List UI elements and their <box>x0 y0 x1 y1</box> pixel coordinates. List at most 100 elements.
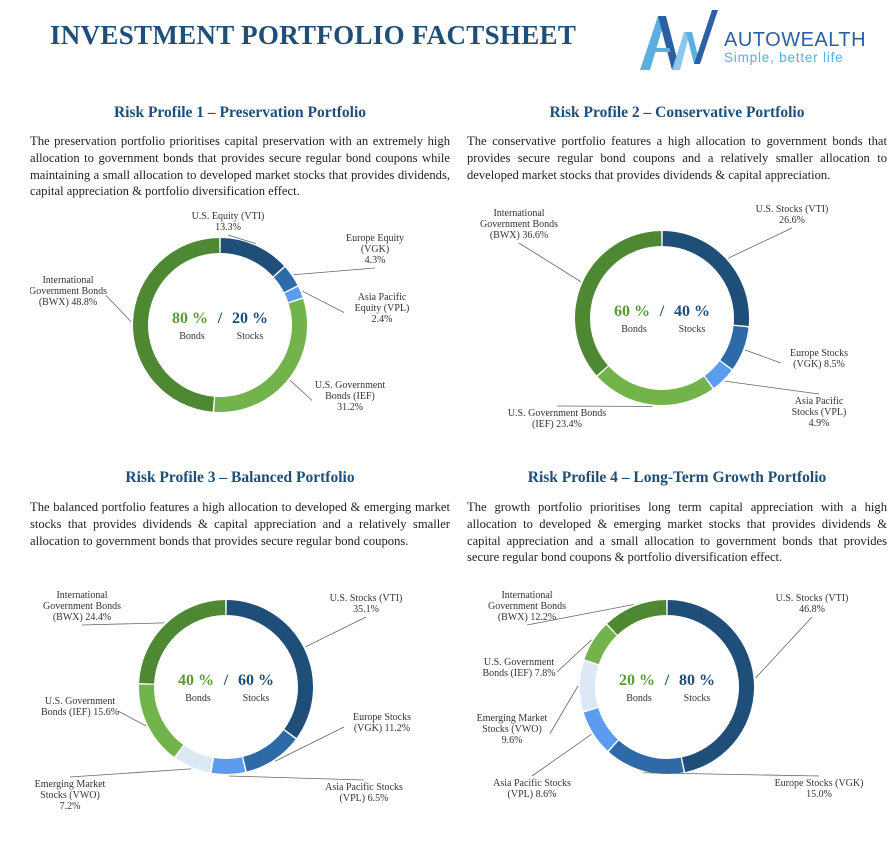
leader-line <box>518 242 581 282</box>
center-separator: / <box>664 672 670 689</box>
allocation-donut-chart: U.S. Stocks (VTI) 35.1% Europe Stocks (VGK)… <box>35 590 411 812</box>
donut-slice-bwx <box>575 231 662 376</box>
slice-label-vgk: Europe Equity (VGK) 4.3% <box>346 233 404 266</box>
donut-slice-vti <box>226 600 313 738</box>
center-separator: / <box>659 303 665 320</box>
leader-line <box>227 234 257 245</box>
stocks-label: Stocks <box>243 693 270 704</box>
bonds-label: Bonds <box>179 331 205 342</box>
stocks-percent: 20 % <box>232 310 268 327</box>
brand-tagline: Simple, better life <box>724 50 844 65</box>
slice-label-vpl: Asia Pacific Stocks (VPL) 6.5% <box>325 782 403 804</box>
donut-slice-ief <box>139 684 184 757</box>
slice-label-vti: U.S. Stocks (VTI) 26.6% <box>756 204 829 226</box>
leader-line <box>302 290 345 313</box>
donut-center-allocation: 60 % / 40 % Bonds Stocks <box>614 303 710 335</box>
donut-slice-vpl <box>704 361 732 388</box>
slice-label-vpl: Asia Pacific Equity (VPL) 2.4% <box>355 292 410 325</box>
slice-label-vti: U.S. Stocks (VTI) 46.8% <box>776 593 849 615</box>
profile-panel-4: Risk Profile 4 – Long-Term Growth Portfo… <box>467 467 887 837</box>
profile-panel-3: Risk Profile 3 – Balanced Portfolio The … <box>30 467 450 837</box>
leader-line <box>549 685 579 734</box>
donut-slice-vti <box>662 231 749 326</box>
slice-label-vgk: Europe Stocks (VGK) 15.0% <box>775 778 864 800</box>
center-separator: / <box>217 310 223 327</box>
slice-label-vgk: Europe Stocks (VGK) 8.5% <box>790 348 848 370</box>
donut-slice-bwx <box>607 600 667 635</box>
brand-logo: AUTOWEALTH Simple, better life <box>636 4 876 74</box>
brand-name: AUTOWEALTH <box>724 29 867 51</box>
profile-panel-1: Risk Profile 1 – Preservation Portfolio … <box>29 100 450 470</box>
profile-panel-2: Risk Profile 2 – Conservative Portfolio … <box>467 100 887 470</box>
donut-slice-vgk <box>273 267 298 293</box>
donut-slice-vgk <box>243 730 296 772</box>
slice-label-ief: U.S. Government Bonds (IEF) 23.4% <box>508 408 606 430</box>
stocks-label: Stocks <box>684 693 711 704</box>
stocks-percent: 40 % <box>674 303 710 320</box>
leader-line <box>81 622 165 626</box>
leader-line <box>228 775 365 781</box>
bonds-percent: 20 % <box>619 672 655 689</box>
slice-label-vwo: Emerging Market Stocks (VWO) 7.2% <box>35 779 106 812</box>
leader-line <box>526 604 634 626</box>
leader-line <box>744 349 782 364</box>
profile-description: The balanced portfolio features a high a… <box>30 500 450 548</box>
bonds-percent: 60 % <box>614 303 650 320</box>
donut-slice-ief <box>597 366 713 405</box>
profile-title: Risk Profile 1 – Preservation Portfolio <box>113 104 367 121</box>
slice-label-vpl: Asia Pacific Stocks (VPL) 4.9% <box>792 396 847 429</box>
slice-label-ief: U.S. Government Bonds (IEF) 7.8% <box>482 657 555 679</box>
slice-label-vgk: Europe Stocks (VGK) 11.2% <box>353 712 411 734</box>
donut-slice-bwx <box>132 238 220 412</box>
center-separator: / <box>223 672 229 689</box>
donut-slice-vti <box>667 600 754 773</box>
slice-label-ief: U.S. Government Bonds (IEF) 15.6% <box>41 696 119 718</box>
slice-label-bwx: International Government Bonds (BWX) 24.4% <box>43 590 121 623</box>
donut-slice-vpl <box>284 286 303 303</box>
slice-label-bwx: International Government Bonds (BWX) 36.6% <box>480 208 558 241</box>
donut-slice-vpl <box>211 757 246 774</box>
page-title: INVESTMENT PORTFOLIO FACTSHEET <box>50 20 577 50</box>
donut-slice-bwx <box>139 600 226 684</box>
slice-label-vpl: Asia Pacific Stocks (VPL) 8.6% <box>493 778 571 800</box>
profile-description: The preservation portfolio prioritises c… <box>30 134 450 199</box>
bonds-label: Bonds <box>626 693 652 704</box>
profile-title: Risk Profile 3 – Balanced Portfolio <box>125 469 355 486</box>
donut-slice-vpl <box>583 708 618 751</box>
stocks-percent: 80 % <box>679 672 715 689</box>
donut-slice-ief <box>584 624 617 665</box>
bonds-label: Bonds <box>621 324 647 335</box>
profile-title: Risk Profile 2 – Conservative Portfolio <box>549 104 805 121</box>
slice-label-vwo: Emerging Market Stocks (VWO) 9.6% <box>477 713 548 746</box>
bonds-percent: 80 % <box>172 310 208 327</box>
slice-label-vti: U.S. Stocks (VTI) 35.1% <box>330 593 403 615</box>
leader-line <box>69 768 192 778</box>
leader-line <box>727 227 793 259</box>
stocks-percent: 60 % <box>238 672 274 689</box>
donut-center-allocation: 40 % / 60 % Bonds Stocks <box>178 672 274 704</box>
donut-center-allocation: 80 % / 20 % Bonds Stocks <box>172 310 268 342</box>
leader-line <box>274 726 345 762</box>
leader-line <box>643 772 820 777</box>
leader-line <box>117 710 147 727</box>
donut-slice-vgk <box>608 740 684 774</box>
stocks-label: Stocks <box>237 331 264 342</box>
profile-title: Risk Profile 4 – Long-Term Growth Portfo… <box>527 469 827 486</box>
leader-line <box>289 379 313 401</box>
aw-logo-icon <box>640 10 718 70</box>
leader-line <box>724 380 820 395</box>
leader-line <box>755 616 813 679</box>
donut-slice-vti <box>220 238 285 277</box>
leader-line <box>293 267 376 276</box>
allocation-donut-chart: U.S. Equity (VTI) 13.3% Europe Equity (VGK)… <box>29 211 410 413</box>
profile-description: The growth portfolio prioritises long te… <box>467 500 887 565</box>
leader-line <box>556 639 592 673</box>
slice-label-vti: U.S. Equity (VTI) 13.3% <box>192 211 265 233</box>
leader-line <box>531 733 592 777</box>
bonds-label: Bonds <box>185 693 211 704</box>
allocation-donut-chart: U.S. Stocks (VTI) 26.6% Europe Stocks (VGK)… <box>480 204 848 430</box>
donut-slice-vgk <box>720 325 749 369</box>
slice-label-bwx: International Government Bonds (BWX) 12.2% <box>488 590 566 623</box>
slice-label-ief: U.S. Government Bonds (IEF) 31.2% <box>315 380 385 413</box>
slice-label-bwx: International Government Bonds (BWX) 48.8% <box>30 275 107 308</box>
